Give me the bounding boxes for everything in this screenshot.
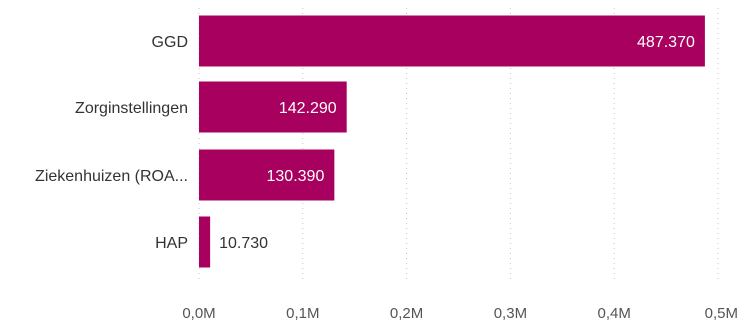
value-label: 130.390 (267, 168, 325, 185)
bar (199, 216, 211, 268)
value-label: 142.290 (279, 100, 337, 117)
bar (199, 149, 335, 201)
category-label: GGD (152, 34, 188, 51)
bar (199, 81, 347, 133)
x-tick-label: 0,0M (182, 305, 215, 321)
category-label: Ziekenhuizen (ROA... (35, 168, 188, 185)
category-label: HAP (155, 235, 188, 252)
x-tick-label: 0,5M (705, 305, 738, 321)
x-tick-label: 0,2M (390, 305, 423, 321)
category-label: Zorginstellingen (75, 100, 188, 117)
x-axis-ticks: 0,0M 0,1M 0,2M 0,3M 0,4M 0,5M (182, 305, 738, 321)
value-label: 487.370 (637, 34, 695, 51)
x-tick-label: 0,1M (286, 305, 319, 321)
bars (199, 15, 705, 268)
x-tick-label: 0,4M (598, 305, 631, 321)
category-labels: GGD Zorginstellingen Ziekenhuizen (ROA... H… (35, 34, 188, 252)
value-labels: 487.370 142.290 130.390 10.730 (219, 34, 695, 252)
value-label: 10.730 (219, 235, 268, 252)
x-tick-label: 0,3M (494, 305, 527, 321)
bar (199, 15, 705, 67)
